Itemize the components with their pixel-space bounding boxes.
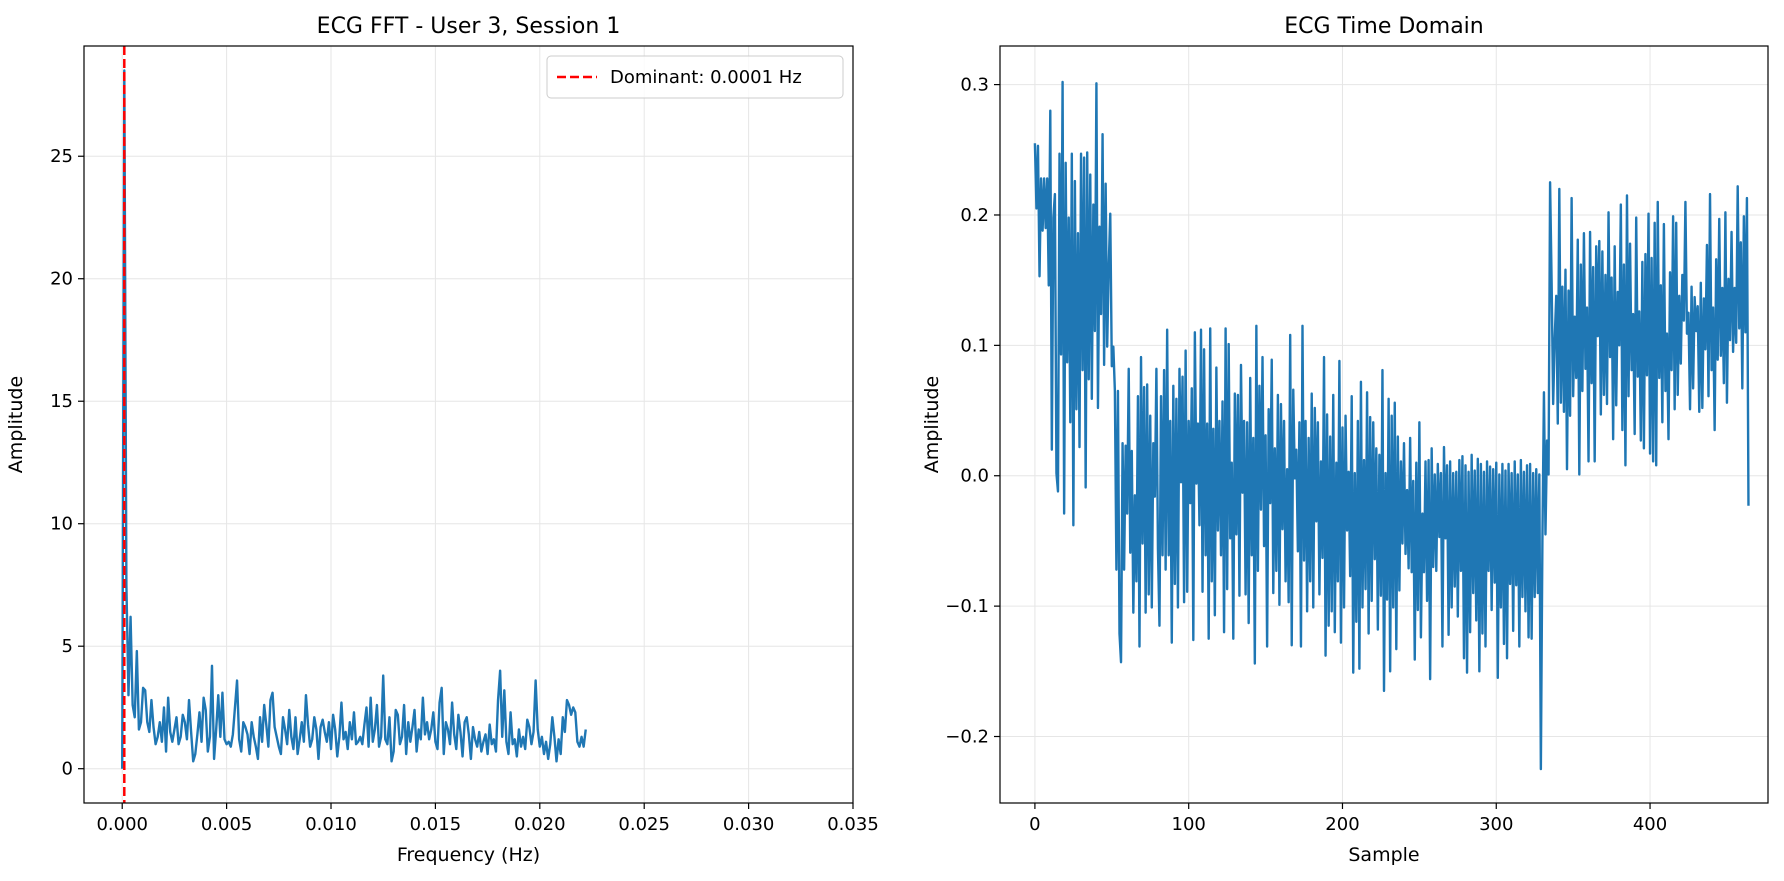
fft-axes-frame — [83, 45, 854, 804]
x-tick-label: 0.025 — [618, 814, 670, 835]
time-y-axis-label: Amplitude — [921, 376, 943, 473]
fft-grid — [84, 46, 854, 803]
series-line-0 — [1033, 80, 1750, 771]
x-tick-label: 0.030 — [723, 814, 775, 835]
x-tick-label: 100 — [1172, 814, 1206, 835]
fft-x-axis-label: Frequency (Hz) — [397, 844, 540, 866]
time-x-axis-label: Sample — [1348, 844, 1419, 866]
time-domain-panel: 0 100 200 300 400 −0.2 −0.1 0.0 0.1 0.2 0.3 ECG Ti… — [921, 14, 1769, 866]
fft-legend-label: Dominant: 0.0001 Hz — [610, 67, 802, 88]
fft-panel: 0.000 0.005 0.010 0.015 0.020 0.025 0.030 0.035… — [5, 14, 879, 866]
x-tick-label: 0.035 — [827, 814, 879, 835]
fft-y-axis-label: Amplitude — [5, 376, 27, 473]
fft-legend-box — [546, 55, 844, 99]
x-tick-label: 0.000 — [96, 814, 148, 835]
y-tick-label: 0.2 — [960, 205, 989, 226]
y-tick-label: 0 — [62, 759, 73, 780]
x-tick-label: 0 — [1029, 814, 1040, 835]
y-tick-label: 0.1 — [960, 335, 989, 356]
time-axes-frame — [999, 45, 1769, 804]
x-tick-label: 200 — [1325, 814, 1359, 835]
y-tick-label: 10 — [50, 514, 73, 535]
series-line-0 — [121, 69, 587, 769]
x-tick-label: 400 — [1633, 814, 1667, 835]
fft-series-group — [121, 69, 587, 769]
time-ticks: 0 100 200 300 400 −0.2 −0.1 0.0 0.1 0.2 0.3 — [945, 75, 1667, 835]
y-tick-label: 0.0 — [960, 466, 989, 487]
y-tick-label: 0.3 — [960, 75, 989, 96]
y-tick-label: 15 — [50, 391, 73, 412]
time-series-group — [1033, 80, 1750, 771]
fft-legend: Dominant: 0.0001 Hz — [546, 55, 844, 99]
time-chart-title: ECG Time Domain — [1284, 14, 1484, 39]
y-tick-label: 25 — [50, 146, 73, 167]
y-tick-label: 5 — [62, 636, 73, 657]
x-tick-label: 0.005 — [201, 814, 253, 835]
x-tick-label: 0.015 — [410, 814, 462, 835]
y-tick-label: 20 — [50, 269, 73, 290]
x-tick-label: 0.020 — [514, 814, 566, 835]
x-tick-label: 0.010 — [305, 814, 357, 835]
fft-ticks: 0.000 0.005 0.010 0.015 0.020 0.025 0.030 0.035… — [50, 146, 879, 835]
x-tick-label: 300 — [1479, 814, 1513, 835]
y-tick-label: −0.2 — [945, 727, 989, 748]
y-tick-label: −0.1 — [945, 596, 989, 617]
fft-chart-title: ECG FFT - User 3, Session 1 — [317, 14, 621, 39]
